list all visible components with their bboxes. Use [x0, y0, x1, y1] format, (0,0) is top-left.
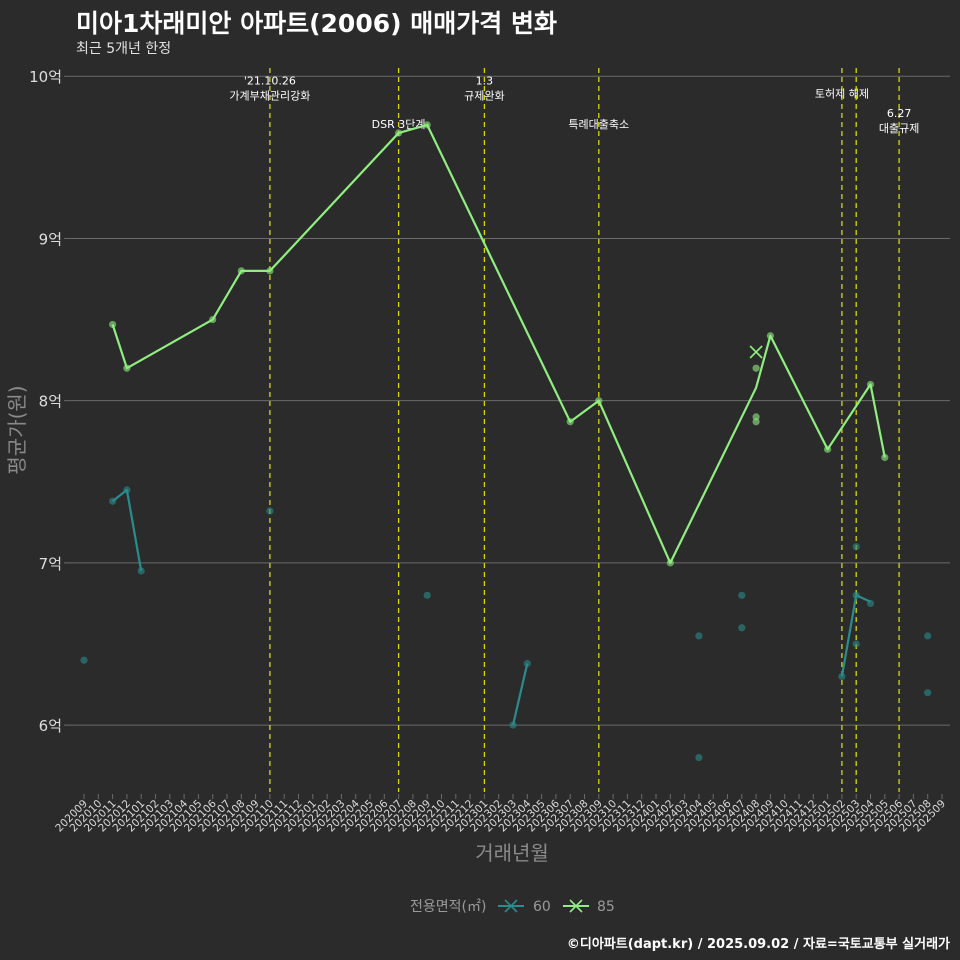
data-point-60	[266, 507, 274, 515]
legend-title: 전용면적(㎡)	[410, 899, 486, 915]
data-point-60	[838, 672, 846, 681]
axes-layer: 6억7억8억9억10억20200920201020201120201220210…	[29, 68, 948, 834]
data-point-60	[738, 624, 746, 632]
data-point-85	[237, 267, 245, 275]
data-point-60	[423, 591, 431, 599]
data-point-60	[137, 567, 145, 575]
grid-layer	[70, 75, 950, 726]
event-annotation: 토허제 해제	[815, 86, 869, 100]
data-point-85	[423, 121, 431, 129]
series-line-60	[111, 488, 871, 726]
data-point-60	[924, 689, 932, 697]
data-point-85	[824, 445, 832, 453]
data-point-60	[695, 632, 703, 640]
data-point-85	[395, 129, 403, 137]
data-point-60	[523, 659, 531, 668]
data-point-60	[80, 656, 88, 664]
footer-credit: ©디아파트(dapt.kr) / 2025.09.02 / 자료=국토교통부 실…	[566, 937, 950, 952]
data-point-60	[866, 599, 875, 608]
legend: 전용면적(㎡) 60 85	[410, 899, 615, 915]
data-point-85	[766, 332, 775, 340]
data-point-60	[123, 486, 131, 494]
series-line-85	[111, 123, 886, 564]
x-axis-title: 거래년월	[475, 841, 549, 865]
data-point-60	[109, 497, 117, 505]
data-point-85	[109, 320, 117, 329]
series-layer	[80, 121, 932, 762]
y-tick-label: 10억	[29, 68, 62, 86]
chart-title: 미아1차래미안 아파트(2006) 매매가격 변화	[76, 9, 557, 38]
data-point-60	[738, 591, 746, 599]
data-point-85	[209, 315, 217, 324]
data-point-85	[595, 397, 603, 405]
data-point-85	[752, 418, 760, 426]
event-annotation: '21.10.26	[244, 74, 296, 87]
y-axis-title: 평균가(원)	[5, 385, 29, 474]
data-point-85	[266, 267, 274, 275]
event-annotation: 특례대출축소	[568, 118, 629, 131]
y-tick-label: 9억	[39, 230, 62, 248]
data-point-60	[924, 632, 932, 640]
y-tick-label: 6억	[39, 717, 62, 735]
data-point-60	[852, 543, 860, 551]
legend-label-85: 85	[597, 899, 615, 915]
legend-item-60: 60	[498, 899, 551, 915]
event-annotation: 규제완화	[464, 89, 504, 102]
legend-label-60: 60	[533, 899, 551, 915]
data-point-85	[881, 453, 889, 462]
data-point-85	[123, 364, 131, 372]
chart-subtitle: 최근 5개년 한정	[76, 41, 172, 57]
data-point-60	[852, 640, 860, 648]
data-point-60	[695, 753, 703, 762]
event-annotation: 대출규제	[879, 122, 919, 135]
event-annotation: DSR 3단계	[372, 118, 426, 131]
cross-marker-85	[749, 345, 763, 359]
data-point-85	[566, 418, 574, 426]
y-tick-label: 8억	[39, 393, 62, 411]
data-point-60	[852, 591, 860, 599]
data-point-85	[752, 364, 760, 372]
event-annotation: 1.3	[476, 74, 494, 87]
data-point-60	[509, 721, 517, 729]
y-tick-label: 7억	[39, 555, 62, 573]
data-point-85	[866, 380, 875, 389]
legend-item-85: 85	[563, 899, 615, 915]
data-point-85	[666, 559, 674, 567]
event-annotation: 6.27	[887, 107, 912, 120]
event-annotation: 가계부채관리강화	[229, 89, 310, 102]
